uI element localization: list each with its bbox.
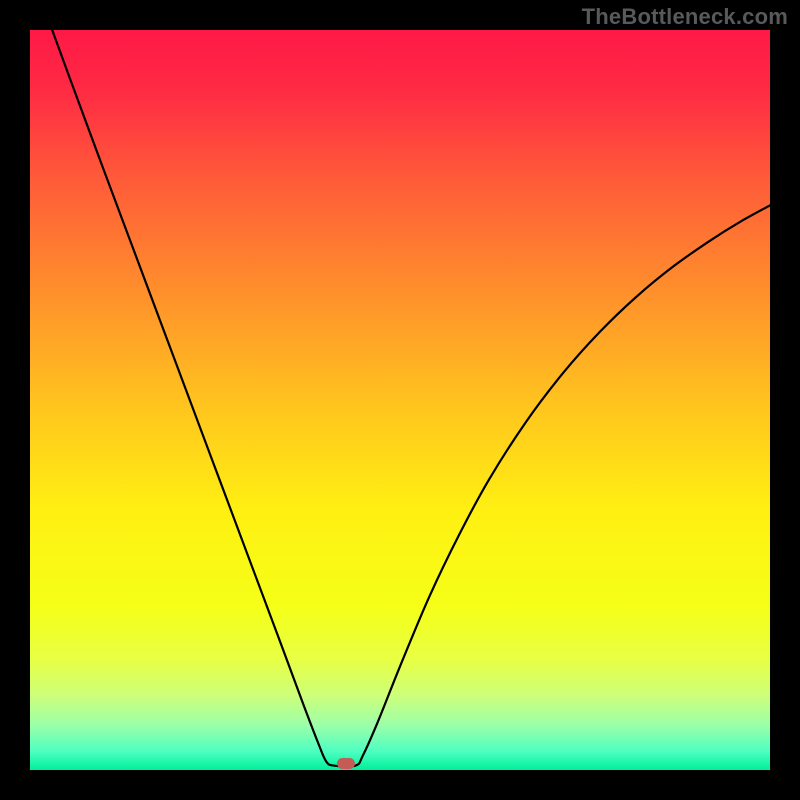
plot-area <box>30 30 770 770</box>
watermark-text: TheBottleneck.com <box>582 4 788 30</box>
chart-svg <box>30 30 770 770</box>
gradient-background <box>30 30 770 770</box>
chart-frame: TheBottleneck.com <box>0 0 800 800</box>
optimal-point-marker <box>337 758 355 769</box>
